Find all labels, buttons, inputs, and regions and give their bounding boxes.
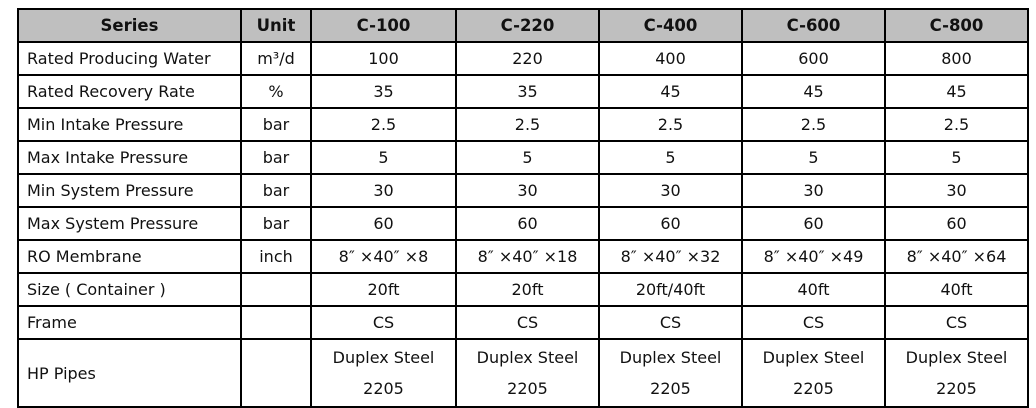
header-model: C-600 [741,8,886,43]
value-line: Duplex Steel [332,348,435,367]
row-value: 8″ ×40″ ×64 [884,239,1029,274]
row-value: CS [741,305,886,340]
table-row: Max Intake Pressure bar 5 5 5 5 5 [17,140,1029,175]
row-value: 600 [741,41,886,76]
row-value: 30 [455,173,600,208]
row-value: 60 [884,206,1029,241]
value-line: 2205 [936,379,977,398]
table-row: RO Membrane inch 8″ ×40″ ×8 8″ ×40″ ×18 8″ ×… [17,239,1029,274]
row-unit: m³/d [240,41,312,76]
row-label: Max System Pressure [17,206,242,241]
table-row: Frame CS CS CS CS CS [17,305,1029,340]
table-row: Max System Pressure bar 60 60 60 60 60 [17,206,1029,241]
row-unit [240,305,312,340]
row-value: 30 [741,173,886,208]
row-value: 35 [310,74,457,109]
row-value: Duplex Steel 2205 [598,338,743,408]
row-value: 220 [455,41,600,76]
table-row: Min Intake Pressure bar 2.5 2.5 2.5 2.5 2.5 [17,107,1029,142]
row-value: 5 [598,140,743,175]
row-unit: bar [240,173,312,208]
value-line: 2205 [793,379,834,398]
header-series: Series [17,8,242,43]
row-value: 2.5 [884,107,1029,142]
row-value: Duplex Steel 2205 [884,338,1029,408]
row-value: 800 [884,41,1029,76]
row-label: Rated Recovery Rate [17,74,242,109]
row-value: 5 [455,140,600,175]
row-value: 60 [310,206,457,241]
row-label: Frame [17,305,242,340]
value-line: 2205 [363,379,404,398]
row-value: 5 [310,140,457,175]
row-value: 8″ ×40″ ×8 [310,239,457,274]
value-line: Duplex Steel [905,348,1008,367]
header-model: C-100 [310,8,457,43]
row-unit [240,338,312,408]
row-value: 400 [598,41,743,76]
row-value: 2.5 [455,107,600,142]
header-model: C-400 [598,8,743,43]
row-value: 30 [310,173,457,208]
header-row: Series Unit C-100 C-220 C-400 C-600 C-80… [17,8,1029,43]
row-value: 8″ ×40″ ×49 [741,239,886,274]
value-line: Duplex Steel [476,348,579,367]
row-value: 35 [455,74,600,109]
row-value: 2.5 [741,107,886,142]
row-value: 45 [741,74,886,109]
row-value: 20ft [310,272,457,307]
table-row: Min System Pressure bar 30 30 30 30 30 [17,173,1029,208]
row-value: 45 [598,74,743,109]
row-value: CS [884,305,1029,340]
row-unit: bar [240,206,312,241]
row-value: CS [310,305,457,340]
row-value: 2.5 [310,107,457,142]
row-value: 20ft [455,272,600,307]
row-label: HP Pipes [17,338,242,408]
row-label: Max Intake Pressure [17,140,242,175]
header-unit: Unit [240,8,312,43]
row-unit [240,272,312,307]
header-model: C-800 [884,8,1029,43]
row-value: Duplex Steel 2205 [455,338,600,408]
row-value: 5 [741,140,886,175]
row-value: 45 [884,74,1029,109]
row-unit: % [240,74,312,109]
row-label: Min System Pressure [17,173,242,208]
header-model: C-220 [455,8,600,43]
value-line: 2205 [507,379,548,398]
row-value: 100 [310,41,457,76]
row-label: Rated Producing Water [17,41,242,76]
row-value: 5 [884,140,1029,175]
row-label: Size ( Container ) [17,272,242,307]
row-value: Duplex Steel 2205 [310,338,457,408]
value-line: 2205 [650,379,691,398]
row-value: 40ft [741,272,886,307]
row-value: CS [598,305,743,340]
row-value: 60 [741,206,886,241]
row-value: Duplex Steel 2205 [741,338,886,408]
value-line: Duplex Steel [762,348,865,367]
table-row: Rated Producing Water m³/d 100 220 400 600 800 [17,41,1029,76]
row-value: 60 [455,206,600,241]
row-value: 2.5 [598,107,743,142]
table-row: HP Pipes Duplex Steel 2205 Duplex Steel 2205… [17,338,1029,408]
row-value: CS [455,305,600,340]
table-row: Rated Recovery Rate% 35 35 45 45 45 [17,74,1029,109]
row-value: 8″ ×40″ ×18 [455,239,600,274]
row-label: RO Membrane [17,239,242,274]
row-value: 30 [884,173,1029,208]
value-line: Duplex Steel [619,348,722,367]
row-unit: bar [240,107,312,142]
table-row: Size ( Container ) 20ft 20ft 20ft/40ft 40ft 4… [17,272,1029,307]
row-unit: inch [240,239,312,274]
row-unit: bar [240,140,312,175]
specs-table: Series Unit C-100 C-220 C-400 C-600 C-80… [17,8,1029,408]
row-value: 60 [598,206,743,241]
row-value: 8″ ×40″ ×32 [598,239,743,274]
row-value: 40ft [884,272,1029,307]
row-value: 20ft/40ft [598,272,743,307]
row-value: 30 [598,173,743,208]
row-label: Min Intake Pressure [17,107,242,142]
